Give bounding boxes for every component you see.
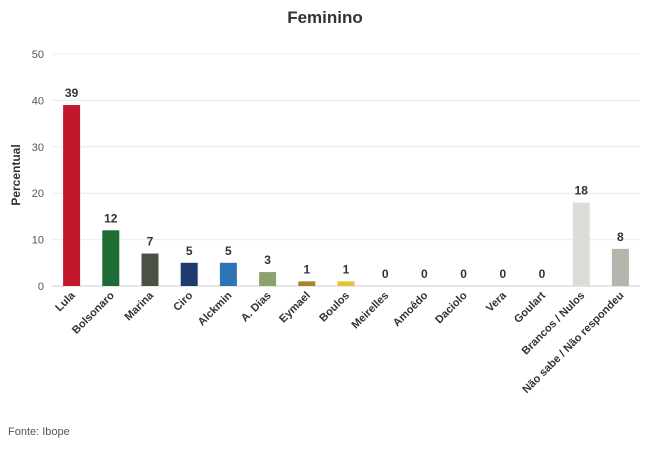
bar <box>180 262 198 286</box>
data-label: 8 <box>617 230 624 244</box>
category-label: Goulart <box>512 289 548 325</box>
y-tick-label: 0 <box>38 281 44 293</box>
category-label: Lula <box>53 289 78 314</box>
data-label: 0 <box>539 267 546 281</box>
data-label: 0 <box>382 267 389 281</box>
y-tick-label: 30 <box>32 142 44 154</box>
data-label: 5 <box>186 244 193 258</box>
category-label: Boulos <box>317 290 352 325</box>
data-label: 3 <box>264 253 271 267</box>
data-label: 0 <box>460 267 467 281</box>
data-label: 12 <box>104 211 118 225</box>
data-label: 7 <box>147 235 154 249</box>
category-label: Daciolo <box>433 289 470 326</box>
bar <box>63 105 81 286</box>
bar <box>102 230 120 286</box>
bar <box>259 272 277 286</box>
chart-title: Feminino <box>287 8 363 27</box>
bar <box>219 262 237 286</box>
bar <box>572 202 590 286</box>
bar <box>141 253 159 286</box>
y-tick-label: 10 <box>32 235 44 247</box>
data-label: 1 <box>343 262 350 276</box>
data-label: 0 <box>421 267 428 281</box>
category-label: Alckmin <box>196 289 235 328</box>
y-tick-label: 20 <box>32 188 44 200</box>
category-label: Eymael <box>277 290 313 326</box>
category-label: Amoêdo <box>391 289 431 329</box>
bar <box>337 281 355 286</box>
category-label: A. Dias <box>239 290 274 325</box>
data-label: 0 <box>499 267 506 281</box>
data-label: 39 <box>65 86 79 100</box>
y-tick-label: 40 <box>32 95 44 107</box>
bar <box>298 281 316 286</box>
data-label: 5 <box>225 244 232 258</box>
category-label: Ciro <box>171 289 195 313</box>
data-label: 1 <box>303 262 310 276</box>
bar <box>611 248 629 286</box>
category-label: Vera <box>484 289 510 315</box>
category-label: Marina <box>123 289 157 323</box>
category-label: Meirelles <box>350 290 392 332</box>
y-axis-label: Percentual <box>9 144 23 205</box>
category-label: Bolsonaro <box>70 289 117 336</box>
data-label: 18 <box>575 183 589 197</box>
source-note: Fonte: Ibope <box>8 426 70 438</box>
y-tick-label: 50 <box>32 49 44 61</box>
